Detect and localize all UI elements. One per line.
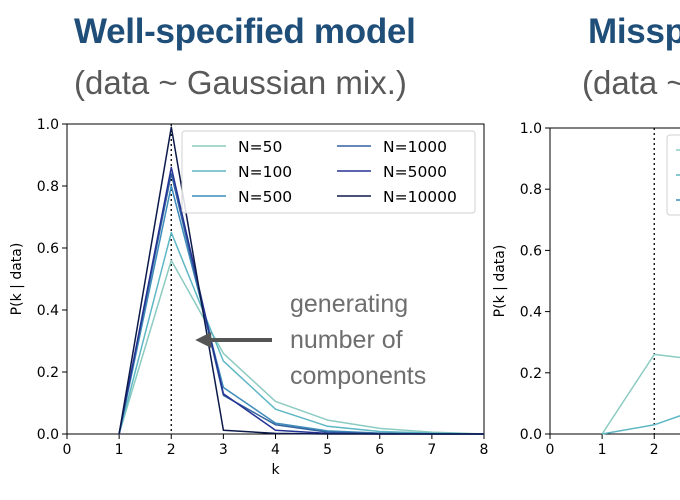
right-ytick-label: 1.0 <box>520 121 542 137</box>
left-ytick-label: 1.0 <box>37 117 59 133</box>
left-ytick-label: 0.2 <box>37 365 59 381</box>
left-ytick-label: 0.0 <box>37 427 59 443</box>
left-panel-subtitle: (data ~ Gaussian mix.) <box>74 64 407 101</box>
legend-label-n-10000: N=10000 <box>383 188 457 206</box>
left-xtick-label: 0 <box>63 442 72 458</box>
left-legend-box <box>181 130 476 214</box>
left-xtick-label: 7 <box>427 442 436 458</box>
left-xtick-label: 8 <box>480 442 489 458</box>
right-ytick-label: 0.0 <box>520 427 542 443</box>
annotation-line: generating <box>290 290 408 318</box>
right-y-axis-label: P(k | data) <box>492 245 508 318</box>
right-xtick-label: 1 <box>598 442 607 458</box>
left-series-n-100 <box>118 231 485 435</box>
annotation-line: number of <box>290 326 403 354</box>
left-ytick-label: 0.4 <box>37 303 59 319</box>
left-xtick-label: 1 <box>115 442 124 458</box>
right-legend <box>666 134 680 216</box>
left-series-n-50 <box>118 259 485 435</box>
legend-label-n-5000: N=5000 <box>383 163 447 181</box>
right-ytick-label: 0.6 <box>520 243 542 259</box>
left-y-axis-label: P(k | data) <box>9 243 25 316</box>
legend-label-n-50: N=50 <box>238 138 282 156</box>
left-legend: N=50 N=100 N=500 N=1000 N=5000 N=10000 <box>181 130 476 214</box>
left-x-axis-label: k <box>271 462 280 478</box>
left-ytick-label: 0.8 <box>37 179 59 195</box>
right-series-n-50 <box>601 353 680 435</box>
left-panel-title: Well-specified model <box>74 12 416 51</box>
right-panel-title: Missp <box>588 12 680 51</box>
left-ytick-label: 0.6 <box>37 241 59 257</box>
left-xtick-label: 3 <box>219 442 228 458</box>
right-xtick-label: 0 <box>546 442 555 458</box>
annotation-arrow-head <box>195 332 212 348</box>
legend-label-n-100: N=100 <box>238 163 292 181</box>
right-axes-frame <box>549 127 680 435</box>
left-xtick-label: 4 <box>271 442 280 458</box>
right-plot: 0.0 0.2 0.4 0.6 0.8 1.0 0 1 2 P(k | data) <box>492 121 680 458</box>
annotation-line: components <box>290 362 426 390</box>
right-ytick-label: 0.2 <box>520 366 542 382</box>
annotation: generating number of components <box>195 290 426 390</box>
left-series-n-10000 <box>118 126 484 435</box>
left-xtick-label: 6 <box>375 442 384 458</box>
right-legend-box <box>666 134 680 216</box>
right-ytick-label: 0.4 <box>520 305 542 321</box>
right-xtick-label: 2 <box>650 442 659 458</box>
legend-label-n-500: N=500 <box>238 188 292 206</box>
legend-label-n-1000: N=1000 <box>383 138 447 156</box>
right-ytick-label: 0.8 <box>520 182 542 198</box>
right-series-n-100 <box>601 414 680 435</box>
left-xtick-label: 2 <box>167 442 176 458</box>
left-plot: 0.0 0.2 0.4 0.6 0.8 1.0 0 1 2 3 4 5 6 7 8 k P(k | data) <box>9 117 488 478</box>
right-panel-subtitle: (data ~ <box>582 64 680 101</box>
left-xtick-label: 5 <box>323 442 332 458</box>
